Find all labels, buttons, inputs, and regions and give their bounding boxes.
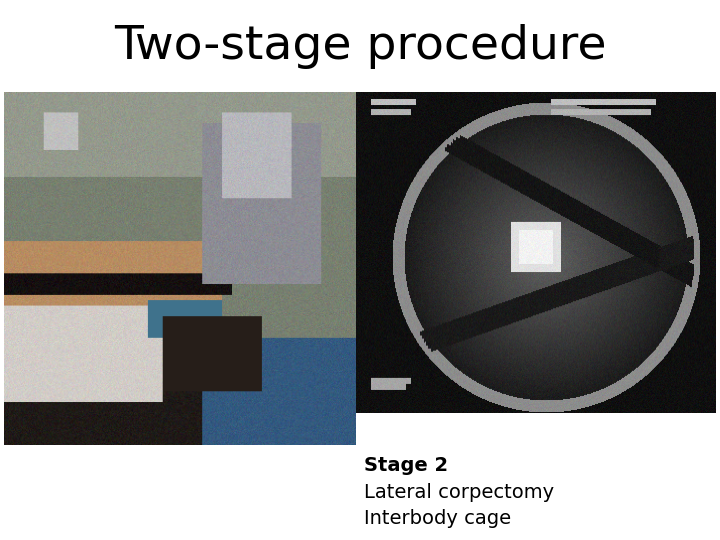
Text: Two-stage procedure: Two-stage procedure (114, 24, 606, 69)
Text: Interbody cage: Interbody cage (364, 509, 510, 528)
Text: Stage 2: Stage 2 (364, 456, 448, 475)
Text: Lateral corpectomy: Lateral corpectomy (364, 483, 554, 502)
